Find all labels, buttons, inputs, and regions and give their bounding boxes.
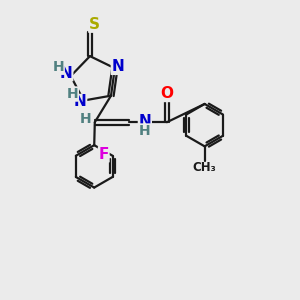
Text: O: O	[160, 86, 173, 101]
Text: F: F	[99, 147, 109, 162]
Text: S: S	[89, 17, 100, 32]
Text: H: H	[67, 87, 78, 101]
Text: N: N	[111, 59, 124, 74]
Text: H: H	[80, 112, 91, 126]
Text: H: H	[52, 60, 64, 74]
Text: N: N	[74, 94, 87, 110]
Text: N: N	[60, 66, 73, 81]
Text: N: N	[139, 114, 151, 129]
Text: H: H	[139, 124, 151, 138]
Text: CH₃: CH₃	[193, 161, 217, 174]
